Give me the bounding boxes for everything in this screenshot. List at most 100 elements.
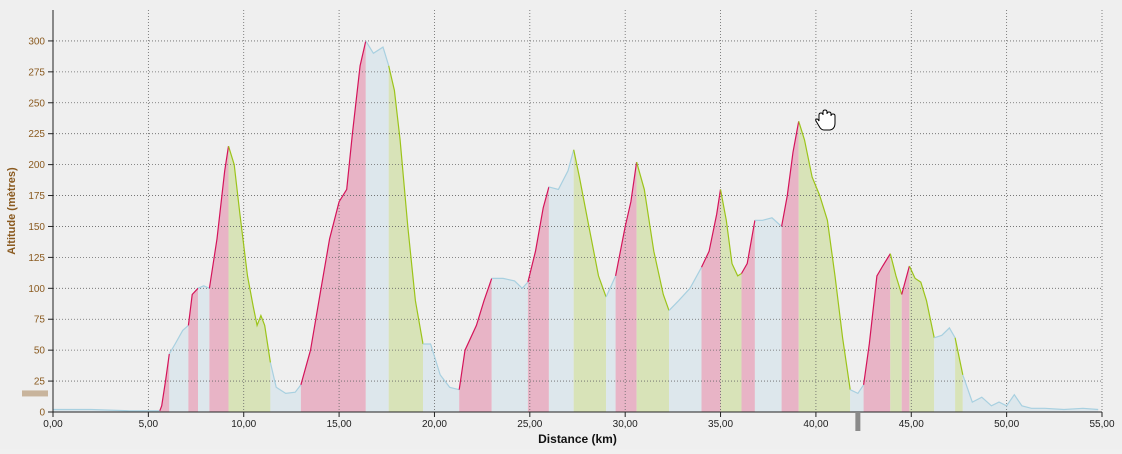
profile-area-climb-28	[863, 253, 891, 412]
x-tick-label: 10,00	[231, 419, 256, 430]
profile-area-descent-22	[720, 189, 742, 412]
profile-line-flat-34	[962, 374, 1099, 411]
profile-line-flat-7	[269, 362, 302, 395]
y-tick-label: 25	[34, 377, 46, 388]
y-tick-label: 175	[28, 191, 45, 202]
y-tick-label: 200	[28, 160, 45, 171]
y-tick-label: 150	[28, 222, 45, 233]
profile-area-climb-30	[901, 266, 910, 412]
x-tick-label: 15,00	[327, 419, 352, 430]
profile-line-descent-31	[908, 265, 935, 338]
profile-line-flat-9	[365, 40, 390, 66]
x-axis-scroll-handle[interactable]	[855, 413, 861, 431]
profile-line-descent-22	[719, 189, 742, 277]
profile-line-flat-4	[197, 285, 210, 289]
profile-area-flat-13	[491, 278, 528, 412]
profile-line-flat-11	[423, 343, 460, 391]
y-axis-title: Altitude (mètres)	[6, 167, 18, 255]
y-tick-label: 300	[28, 36, 45, 47]
profile-area-descent-6	[228, 146, 271, 412]
profile-area-climb-25	[781, 121, 799, 413]
profile-line-climb-3	[187, 287, 199, 326]
y-tick-label: 125	[28, 253, 45, 264]
y-tick-label: 100	[28, 284, 45, 295]
profile-area-flat-20	[669, 267, 702, 412]
profile-line-climb-28	[863, 253, 891, 385]
profile-area-descent-33	[955, 337, 963, 412]
profile-area-climb-5	[209, 146, 229, 412]
profile-line-climb-21	[700, 189, 722, 268]
profile-area-flat-7	[270, 362, 301, 412]
profile-area-flat-4	[198, 285, 210, 412]
profile-area-flat-15	[548, 149, 574, 413]
profile-line-flat-32	[934, 326, 956, 339]
x-tick-label: 55,00	[1089, 419, 1114, 430]
profile-line-climb-1	[159, 353, 170, 412]
profile-area-flat-11	[423, 344, 460, 412]
y-tick-label: 50	[34, 346, 46, 357]
profile-line-flat-2	[168, 324, 189, 355]
profile-area-descent-19	[636, 162, 669, 412]
profile-area-climb-3	[188, 288, 198, 412]
profile-area-climb-21	[701, 189, 721, 412]
profile-area-descent-31	[909, 266, 935, 412]
y-tick-label: 225	[28, 129, 45, 140]
y-tick-label: 275	[28, 67, 45, 78]
profile-area-climb-12	[459, 278, 492, 412]
profile-line-descent-16	[573, 149, 607, 298]
x-tick-label: 20,00	[422, 419, 447, 430]
profile-area-flat-24	[754, 217, 782, 412]
profile-area-flat-34	[962, 374, 1099, 412]
y-axis-scroll-handle[interactable]	[22, 390, 48, 397]
hand-cursor-icon	[815, 109, 836, 131]
profile-line-descent-33	[954, 337, 964, 376]
profile-area-flat-32	[934, 327, 956, 412]
profile-area-climb-18	[615, 162, 637, 412]
profile-line-climb-23	[740, 220, 756, 274]
y-tick-label: 250	[28, 98, 45, 109]
profile-area-descent-29	[890, 253, 902, 412]
profile-line-climb-30	[901, 265, 910, 295]
y-tick-label: 75	[34, 315, 46, 326]
x-tick-label: 40,00	[803, 419, 828, 430]
profile-line-climb-8	[300, 40, 367, 385]
x-tick-label: 0,00	[43, 419, 63, 430]
profile-area-descent-10	[388, 65, 423, 412]
profile-line-flat-13	[491, 277, 529, 290]
profile-line-descent-6	[227, 145, 271, 363]
y-tick-label: 0	[39, 408, 45, 419]
profile-area-climb-1	[159, 353, 170, 412]
profile-line-climb-14	[527, 186, 550, 283]
profile-line-flat-0	[53, 408, 160, 412]
profile-line-flat-17	[605, 275, 617, 298]
x-axis-title: Distance (km)	[538, 432, 617, 446]
profile-line-climb-12	[458, 278, 493, 390]
profile-area-flat-2	[169, 325, 189, 412]
tick-layer: 0,00 5,00 10,00 15,00 20,00 25,00 30,00 35,00 40…	[28, 36, 1115, 430]
line-layer	[53, 40, 1099, 412]
profile-line-descent-29	[889, 253, 903, 295]
x-tick-label: 5,00	[139, 419, 159, 430]
profile-line-flat-20	[668, 267, 703, 312]
profile-line-flat-15	[548, 149, 575, 191]
grid-layer	[53, 10, 1103, 412]
profile-line-flat-27	[849, 384, 865, 395]
x-tick-label: 50,00	[994, 419, 1019, 430]
profile-line-climb-25	[781, 121, 800, 227]
profile-line-descent-26	[798, 121, 851, 390]
profile-line-descent-10	[388, 65, 424, 345]
profile-area-flat-17	[606, 275, 616, 412]
profile-line-climb-18	[615, 162, 638, 277]
x-tick-label: 35,00	[708, 419, 733, 430]
x-tick-label: 45,00	[899, 419, 924, 430]
x-tick-label: 25,00	[517, 419, 542, 430]
profile-line-flat-24	[754, 217, 783, 227]
axis-layer	[52, 10, 1102, 413]
profile-line-descent-19	[636, 161, 670, 311]
profile-area-climb-14	[527, 186, 549, 412]
profile-line-climb-5	[208, 146, 230, 289]
profile-area-descent-16	[573, 149, 607, 413]
profile-area-descent-26	[798, 121, 851, 413]
